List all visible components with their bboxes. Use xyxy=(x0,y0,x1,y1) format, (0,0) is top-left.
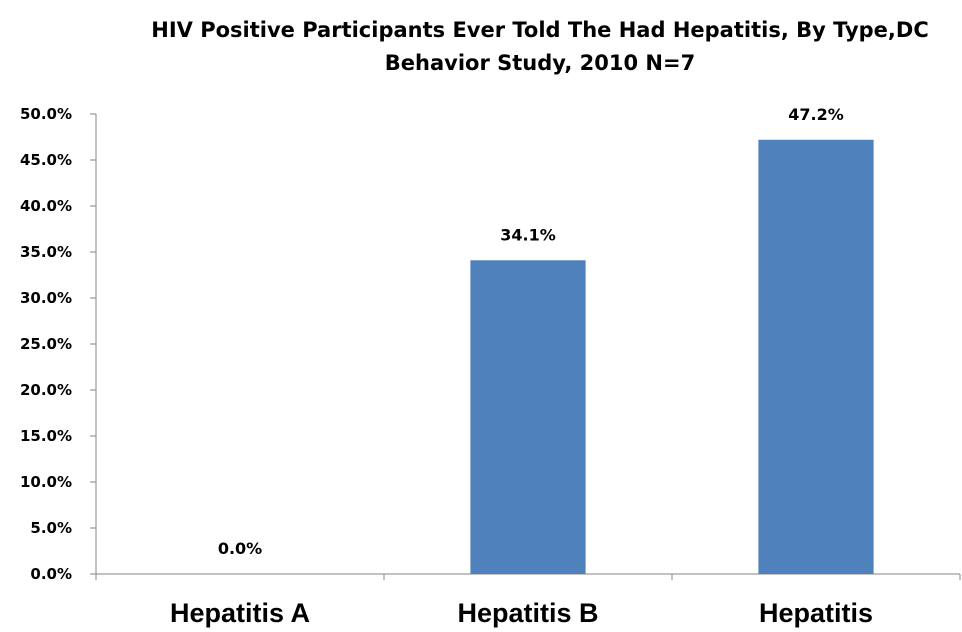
bars xyxy=(470,140,873,574)
x-category-label: Hepatitis A xyxy=(170,598,310,628)
x-axis: Hepatitis A Hepatitis B Hepatitis xyxy=(96,574,960,628)
x-category-label: Hepatitis B xyxy=(457,598,598,628)
y-tick-label: 40.0% xyxy=(20,197,72,215)
y-tick-label: 25.0% xyxy=(20,335,72,353)
y-tick-label: 35.0% xyxy=(20,243,72,261)
y-axis: 0.0% 5.0% 10.0% 15.0% 20.0% 25.0% 30.0% 35.0% 40… xyxy=(20,105,96,583)
data-label: 34.1% xyxy=(500,225,556,244)
data-label: 0.0% xyxy=(218,539,262,558)
bar-3 xyxy=(758,140,873,574)
y-tick-label: 15.0% xyxy=(20,427,72,445)
y-tick-label: 5.0% xyxy=(30,519,72,537)
y-tick-label: 50.0% xyxy=(20,105,72,123)
y-tick-label: 45.0% xyxy=(20,151,72,169)
y-tick-label: 0.0% xyxy=(30,565,72,583)
data-label: 47.2% xyxy=(788,105,844,124)
bar-2 xyxy=(470,260,585,574)
y-tick-label: 10.0% xyxy=(20,473,72,491)
x-category-label: Hepatitis xyxy=(759,598,873,628)
y-tick-label: 20.0% xyxy=(20,381,72,399)
y-tick-label: 30.0% xyxy=(20,289,72,307)
